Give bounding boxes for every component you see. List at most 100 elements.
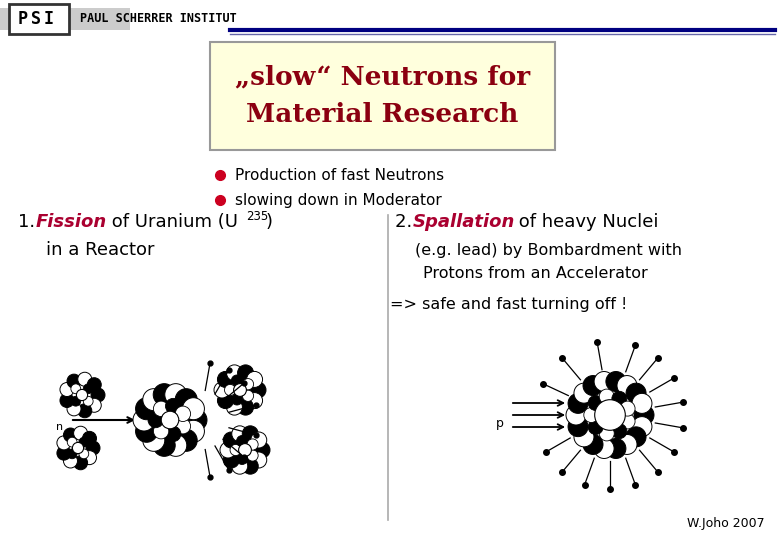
Circle shape xyxy=(183,420,204,442)
Text: 235: 235 xyxy=(246,210,268,222)
Text: of Uranium (U: of Uranium (U xyxy=(106,213,238,231)
Text: Protons from an Accelerator: Protons from an Accelerator xyxy=(423,267,647,281)
Circle shape xyxy=(83,384,93,394)
Circle shape xyxy=(87,399,101,412)
Circle shape xyxy=(218,393,233,409)
Circle shape xyxy=(583,435,603,455)
Circle shape xyxy=(60,394,74,408)
Circle shape xyxy=(165,426,181,442)
Circle shape xyxy=(606,438,626,458)
Circle shape xyxy=(79,449,89,459)
Circle shape xyxy=(232,458,248,474)
Circle shape xyxy=(176,418,190,434)
Circle shape xyxy=(243,390,254,401)
Circle shape xyxy=(133,409,155,431)
Text: S: S xyxy=(31,10,41,28)
Circle shape xyxy=(599,426,615,441)
Circle shape xyxy=(91,388,105,402)
Circle shape xyxy=(250,432,267,448)
Circle shape xyxy=(73,442,83,454)
Circle shape xyxy=(254,442,270,458)
Circle shape xyxy=(176,429,197,451)
Circle shape xyxy=(583,375,603,396)
Circle shape xyxy=(566,405,586,425)
Circle shape xyxy=(250,452,267,468)
Circle shape xyxy=(136,398,158,420)
Text: PAUL SCHERRER INSTITUT: PAUL SCHERRER INSTITUT xyxy=(80,12,237,25)
Circle shape xyxy=(165,434,186,456)
Circle shape xyxy=(78,372,92,386)
Circle shape xyxy=(60,382,74,396)
Circle shape xyxy=(226,365,243,381)
Circle shape xyxy=(232,375,243,386)
Text: (e.g. lead) by Bombardment with: (e.g. lead) by Bombardment with xyxy=(415,242,682,258)
Circle shape xyxy=(86,441,100,455)
FancyBboxPatch shape xyxy=(9,4,69,34)
Circle shape xyxy=(153,434,176,456)
Circle shape xyxy=(626,383,646,403)
Circle shape xyxy=(154,401,168,416)
Circle shape xyxy=(583,408,599,422)
Text: p: p xyxy=(496,417,504,430)
Circle shape xyxy=(574,427,594,447)
Circle shape xyxy=(246,372,263,387)
Circle shape xyxy=(87,377,101,392)
Circle shape xyxy=(230,444,241,456)
Circle shape xyxy=(63,428,77,442)
Text: n: n xyxy=(56,422,63,432)
Circle shape xyxy=(67,449,77,459)
Circle shape xyxy=(634,405,654,425)
Circle shape xyxy=(594,372,614,392)
Circle shape xyxy=(71,396,80,406)
Circle shape xyxy=(243,458,258,474)
Circle shape xyxy=(233,383,246,396)
Circle shape xyxy=(232,394,243,405)
Circle shape xyxy=(243,426,258,442)
Circle shape xyxy=(238,365,254,381)
Circle shape xyxy=(236,435,248,447)
Circle shape xyxy=(76,389,87,401)
Text: W.Joho 2007: W.Joho 2007 xyxy=(687,517,765,530)
Circle shape xyxy=(220,442,236,458)
Circle shape xyxy=(71,384,80,394)
Circle shape xyxy=(626,427,646,447)
Circle shape xyxy=(185,409,207,431)
Circle shape xyxy=(176,389,197,411)
Circle shape xyxy=(83,396,93,406)
Circle shape xyxy=(236,453,248,464)
Circle shape xyxy=(632,417,652,437)
Circle shape xyxy=(574,383,594,403)
Circle shape xyxy=(165,399,181,414)
Circle shape xyxy=(606,372,626,392)
Circle shape xyxy=(223,432,239,448)
Circle shape xyxy=(250,382,266,398)
Circle shape xyxy=(620,401,635,416)
Text: => safe and fast turning off !: => safe and fast turning off ! xyxy=(390,296,627,312)
Circle shape xyxy=(79,437,89,447)
Circle shape xyxy=(57,436,71,450)
Circle shape xyxy=(67,374,81,388)
Circle shape xyxy=(83,431,97,446)
FancyBboxPatch shape xyxy=(210,42,555,150)
Text: ): ) xyxy=(266,213,273,231)
Circle shape xyxy=(153,383,176,406)
Circle shape xyxy=(223,452,239,468)
Circle shape xyxy=(632,393,652,414)
Circle shape xyxy=(226,399,243,415)
Text: Material Research: Material Research xyxy=(246,102,519,126)
Circle shape xyxy=(57,446,71,460)
Text: P: P xyxy=(18,10,28,28)
Circle shape xyxy=(161,411,179,429)
Circle shape xyxy=(238,399,254,415)
Circle shape xyxy=(83,451,97,464)
Circle shape xyxy=(214,382,230,398)
Bar xyxy=(0,8,130,30)
Circle shape xyxy=(588,395,603,410)
Circle shape xyxy=(73,456,87,470)
Text: „slow“ Neutrons for: „slow“ Neutrons for xyxy=(235,64,530,90)
Text: 2.: 2. xyxy=(395,213,418,231)
Circle shape xyxy=(568,393,588,414)
Circle shape xyxy=(612,424,627,438)
Circle shape xyxy=(143,389,165,411)
Circle shape xyxy=(617,435,637,455)
